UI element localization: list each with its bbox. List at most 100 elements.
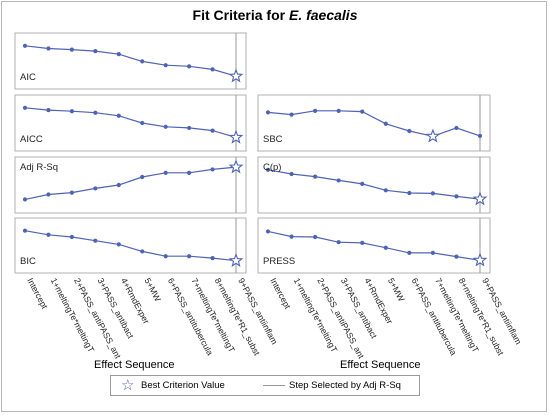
data-point: [69, 190, 74, 195]
panel-adj-r-sq: Adj R-Sq: [14, 156, 247, 214]
panel-label: BIC: [20, 256, 36, 267]
data-point: [265, 229, 271, 234]
best-criterion-star: [228, 252, 244, 267]
data-point: [336, 108, 341, 113]
best-criterion-star: [472, 252, 488, 267]
panel-label: Adj R-Sq: [20, 162, 58, 173]
panel-frame: [257, 94, 491, 152]
data-point: [313, 108, 318, 113]
data-point: [454, 194, 459, 199]
series-line: [24, 45, 237, 77]
panel-aic: AIC: [14, 32, 247, 90]
data-point: [477, 133, 483, 139]
data-point: [69, 234, 74, 240]
data-point: [93, 49, 98, 54]
data-point: [430, 191, 435, 196]
data-point: [360, 240, 365, 246]
data-point: [93, 238, 98, 243]
panel-frame: [14, 94, 247, 152]
data-point: [289, 112, 294, 117]
x-tick-label: 1+meltingTe*meltingT: [292, 276, 340, 355]
panel-aicc: AICC: [14, 94, 247, 152]
series-line: [267, 110, 481, 137]
data-point: [210, 255, 215, 261]
best-criterion-star: [228, 159, 244, 174]
data-point: [116, 113, 121, 118]
data-point: [116, 242, 121, 247]
data-point: [454, 254, 459, 259]
x-tick-label: 6+PASS_antitubercula: [410, 276, 459, 357]
best-criterion-star: [472, 191, 488, 206]
series-line: [24, 107, 237, 138]
data-point: [116, 52, 121, 57]
data-point: [140, 249, 145, 254]
x-tick-label: 1+meltingTe*meltingT: [49, 276, 97, 355]
data-point: [210, 67, 215, 72]
data-point: [140, 120, 145, 126]
series-line: [24, 230, 237, 262]
data-point: [187, 125, 192, 131]
data-point: [22, 228, 28, 233]
panel-sbc: SBC: [257, 94, 491, 152]
data-point: [140, 59, 145, 64]
data-point: [22, 197, 28, 202]
data-point: [116, 182, 121, 188]
panel-label: AICC: [20, 134, 43, 145]
x-tick-label: 5+MW: [142, 276, 163, 304]
panel-frame: [14, 32, 247, 90]
best-criterion-star: [228, 68, 244, 83]
data-point: [336, 240, 341, 245]
data-point: [383, 245, 388, 250]
panel-label: PRESS: [263, 256, 295, 267]
data-point: [46, 232, 51, 237]
data-point: [46, 192, 51, 197]
legend-step-label: Step Selected by Adj R-Sq: [289, 380, 401, 391]
data-point: [46, 107, 51, 113]
data-point: [163, 170, 168, 175]
panel-frame: [257, 156, 491, 214]
data-point: [383, 188, 388, 193]
series-line: [267, 230, 481, 261]
data-point: [187, 64, 192, 69]
data-point: [360, 181, 365, 186]
series-line: [24, 166, 237, 200]
panel-frame: [14, 217, 247, 274]
data-point: [210, 128, 215, 133]
data-point: [313, 234, 318, 240]
best-criterion-star: [228, 129, 244, 144]
data-point: [265, 167, 271, 172]
title-species: E. faecalis: [288, 7, 358, 23]
data-point: [163, 63, 168, 68]
legend: ☆ Best Criterion Value Step Selected by …: [110, 375, 420, 396]
data-point: [289, 234, 294, 239]
data-point: [383, 121, 388, 126]
data-point: [187, 170, 192, 175]
data-point: [454, 125, 459, 131]
data-point: [407, 128, 412, 134]
data-point: [69, 47, 74, 52]
data-point: [46, 46, 51, 51]
data-point: [407, 250, 412, 255]
chart-title: Fit Criteria for E. faecalis: [0, 7, 550, 23]
x-tick-label: Intercept: [25, 276, 50, 311]
data-point: [69, 109, 74, 114]
x-tick-label: 5+MW: [386, 276, 407, 304]
data-point: [22, 105, 28, 110]
panel-label: AIC: [20, 72, 36, 83]
data-point: [163, 254, 168, 259]
x-tick-label: 6+PASS_antitubercula: [166, 276, 215, 357]
data-point: [289, 171, 294, 177]
x-axis-label-left: Effect Sequence: [94, 359, 175, 371]
data-point: [265, 110, 271, 115]
panel-label: C(p): [263, 162, 281, 173]
data-point: [187, 254, 192, 259]
panel-c-p-: C(p): [257, 156, 491, 214]
x-tick-label: Intercept: [268, 276, 293, 311]
data-point: [430, 250, 435, 255]
data-point: [407, 190, 412, 196]
legend-best-label: Best Criterion Value: [141, 380, 225, 391]
data-point: [360, 109, 365, 114]
data-point: [163, 124, 168, 129]
